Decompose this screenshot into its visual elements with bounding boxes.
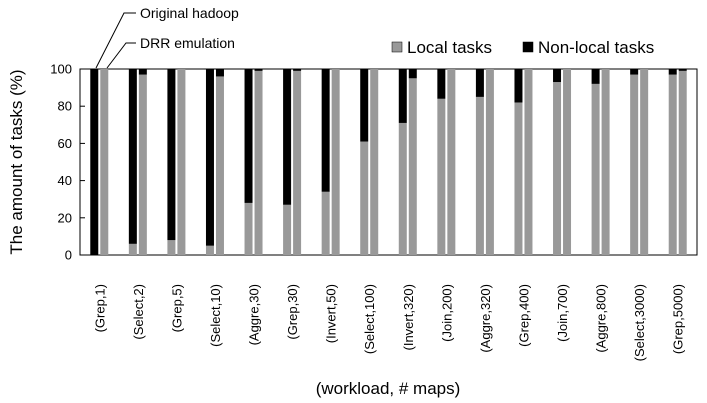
- bar-segment: [668, 74, 677, 255]
- bar-segment: [90, 69, 99, 255]
- y-tick-label: 40: [58, 173, 72, 188]
- bar-segment: [563, 69, 572, 255]
- bar-segment: [408, 69, 417, 79]
- bar-segment: [408, 78, 417, 255]
- bar-segment: [591, 69, 600, 84]
- bar-segment: [591, 83, 600, 255]
- bar-segment: [630, 74, 639, 255]
- x-tick-label: (Join,200): [439, 284, 454, 342]
- y-tick-label: 100: [50, 62, 72, 77]
- bar-segment: [138, 69, 147, 75]
- y-tick-label: 60: [58, 136, 72, 151]
- bar-segment: [514, 69, 523, 103]
- bar-segment: [167, 69, 176, 241]
- plot-frame: [79, 68, 698, 256]
- bar-segment: [360, 141, 369, 255]
- bar-segment: [244, 202, 253, 255]
- bar-segment: [254, 70, 263, 255]
- bar-segment: [128, 69, 137, 244]
- bar-segment: [668, 69, 677, 75]
- bar-segment: [360, 69, 369, 142]
- leader-line: [95, 12, 136, 69]
- bar-segment: [437, 69, 446, 99]
- x-tick-label: (Invert,50): [324, 284, 339, 343]
- bar-segment: [475, 96, 484, 256]
- bar-segment: [398, 122, 407, 255]
- y-tick-label: 0: [65, 248, 72, 263]
- bar-segment: [205, 245, 214, 255]
- bar-segment: [293, 70, 302, 255]
- bar-segment: [205, 69, 214, 246]
- bar-segment: [601, 69, 610, 255]
- y-axis-label: The amount of tasks (%): [7, 69, 26, 254]
- bar-segment: [514, 102, 523, 255]
- bar-segment: [553, 69, 562, 83]
- bar-segment: [254, 69, 263, 71]
- bar-segment: [128, 243, 137, 255]
- x-tick-label: (Select,2): [131, 284, 146, 340]
- bar-segment: [215, 69, 224, 77]
- x-tick-label: (Select,100): [362, 284, 377, 354]
- bar-segment: [370, 69, 379, 255]
- bar-segment: [167, 240, 176, 255]
- bar-segment: [553, 82, 562, 256]
- bar-segment: [640, 69, 649, 255]
- x-tick-label: (Aggre,320): [478, 284, 493, 353]
- x-tick-label: (Grep,30): [285, 284, 300, 340]
- annotation: Original hadoop: [140, 5, 239, 21]
- bar-segment: [138, 74, 147, 255]
- bar-segment: [447, 69, 456, 255]
- bar-segment: [630, 69, 639, 75]
- x-tick-label: (Grep,5000): [671, 284, 686, 354]
- bar-segment: [215, 76, 224, 255]
- bar-segment: [244, 69, 253, 203]
- bar-segment: [678, 69, 687, 71]
- legend-swatch: [522, 41, 534, 53]
- x-tick-label: (Grep,400): [516, 284, 531, 347]
- bar-segment: [485, 69, 494, 255]
- annotation: DRR emulation: [140, 35, 235, 51]
- legend-swatch: [391, 41, 403, 53]
- bar-segment: [321, 69, 330, 192]
- bar-segment: [283, 204, 292, 255]
- x-tick-label: (Grep,1): [92, 284, 107, 332]
- y-tick-label: 80: [58, 99, 72, 114]
- x-tick-label: (Select,10): [208, 284, 223, 347]
- bar-segment: [100, 69, 109, 255]
- x-tick-label: (Invert,320): [401, 284, 416, 350]
- legend-label: Local tasks: [407, 38, 492, 57]
- x-tick-label: (Join,700): [555, 284, 570, 342]
- bar-segment: [331, 69, 340, 255]
- bar-segment: [678, 70, 687, 255]
- x-tick-label: (Aggre,30): [247, 284, 262, 345]
- bar-segment: [475, 69, 484, 97]
- bar-segment: [293, 69, 302, 71]
- legend-label: Non-local tasks: [538, 38, 654, 57]
- bar-segment: [177, 69, 186, 255]
- y-tick-label: 20: [58, 210, 72, 225]
- x-tick-label: (Select,3000): [632, 284, 647, 361]
- leader-line: [106, 42, 136, 69]
- bar-segment: [321, 191, 330, 255]
- x-tick-label: (Aggre,800): [594, 284, 609, 353]
- x-tick-label: (Grep,5): [169, 284, 184, 332]
- bar-segment: [437, 98, 446, 255]
- bar-segment: [398, 69, 407, 123]
- bar-segment: [524, 69, 533, 255]
- bar-segment: [283, 69, 292, 205]
- x-axis-label: (workload, # maps): [316, 379, 461, 398]
